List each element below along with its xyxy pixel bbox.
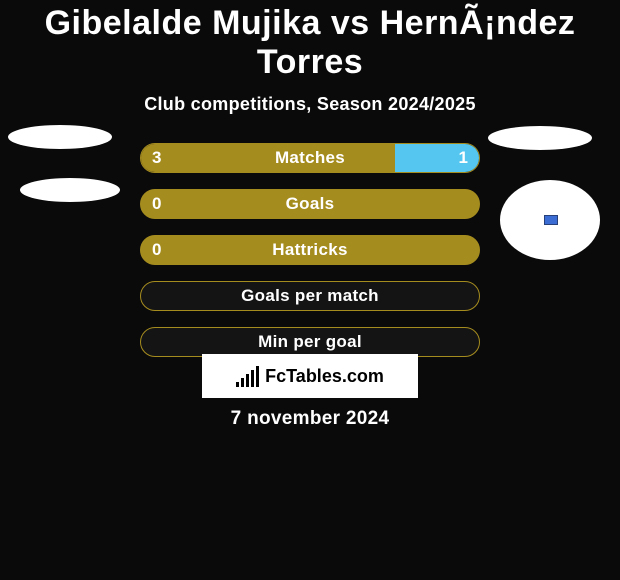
logo-bars-icon <box>236 366 259 387</box>
page-title: Gibelalde Mujika vs HernÃ¡ndez Torres <box>0 0 620 82</box>
logo-text: FcTables.com <box>265 366 384 387</box>
stat-bar-hattricks <box>140 235 480 265</box>
fctables-logo: FcTables.com <box>202 354 418 398</box>
stat-bar-matches <box>140 143 480 173</box>
stat-row-gpm: Goals per match <box>0 281 620 311</box>
player-left-portrait-0 <box>8 125 112 149</box>
comparison-card: Gibelalde Mujika vs HernÃ¡ndez Torres Cl… <box>0 0 620 580</box>
stat-bar-gpm <box>140 281 480 311</box>
snapshot-date: 7 november 2024 <box>0 408 620 430</box>
stat-bar-matches-left <box>141 144 395 172</box>
stat-row-mpg: Min per goal <box>0 327 620 357</box>
page-subtitle: Club competitions, Season 2024/2025 <box>0 94 620 115</box>
player-right-flag-icon <box>543 214 559 226</box>
stat-bar-mpg <box>140 327 480 357</box>
stat-bar-matches-right <box>395 144 480 172</box>
player-left-portrait-1 <box>20 178 120 202</box>
stat-bar-goals <box>140 189 480 219</box>
player-right-portrait-0 <box>488 126 592 150</box>
